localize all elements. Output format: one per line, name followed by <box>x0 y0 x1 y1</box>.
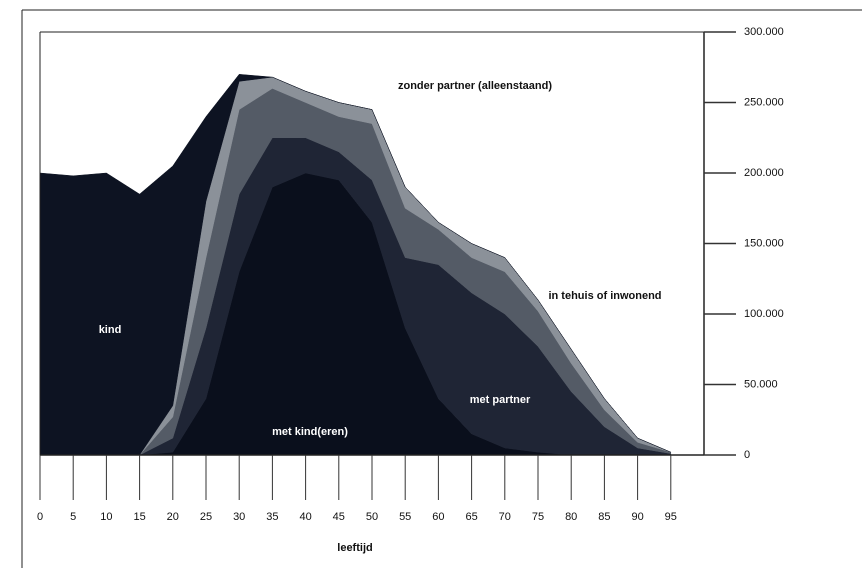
x-tick-label: 35 <box>266 511 278 523</box>
y-tick-label: 100.000 <box>744 308 784 320</box>
x-tick-label: 15 <box>133 511 145 523</box>
y-tick-label: 0 <box>744 449 750 461</box>
x-tick-label: 20 <box>167 511 179 523</box>
y-tick-label: 250.000 <box>744 96 784 108</box>
y-tick-label: 200.000 <box>744 167 784 179</box>
series-label: in tehuis of inwonend <box>548 290 661 302</box>
x-tick-label: 25 <box>200 511 212 523</box>
x-tick-label: 75 <box>532 511 544 523</box>
x-tick-label: 50 <box>366 511 378 523</box>
x-tick-label: 0 <box>37 511 43 523</box>
x-axis-label: leeftijd <box>337 542 372 554</box>
x-tick-label: 5 <box>70 511 76 523</box>
series-label: zonder partner (alleenstaand) <box>398 80 552 92</box>
x-tick-label: 55 <box>399 511 411 523</box>
x-tick-label: 80 <box>565 511 577 523</box>
x-tick-label: 10 <box>100 511 112 523</box>
x-tick-label: 45 <box>333 511 345 523</box>
x-tick-label: 40 <box>299 511 311 523</box>
x-tick-label: 85 <box>598 511 610 523</box>
x-tick-label: 90 <box>631 511 643 523</box>
y-tick-label: 50.000 <box>744 378 778 390</box>
series-label: kind <box>99 324 122 336</box>
x-tick-label: 95 <box>665 511 677 523</box>
series-label: met partner <box>470 394 531 406</box>
x-tick-label: 30 <box>233 511 245 523</box>
x-tick-label: 65 <box>465 511 477 523</box>
y-tick-label: 150.000 <box>744 237 784 249</box>
y-tick-label: 300.000 <box>744 26 784 38</box>
x-tick-label: 60 <box>432 511 444 523</box>
plot: 0 50.000 100.000 150.000 200.000 250.000 300.0… <box>37 26 784 523</box>
series-label: met kind(eren) <box>272 426 348 438</box>
area <box>39 74 671 456</box>
x-tick-label: 70 <box>499 511 511 523</box>
